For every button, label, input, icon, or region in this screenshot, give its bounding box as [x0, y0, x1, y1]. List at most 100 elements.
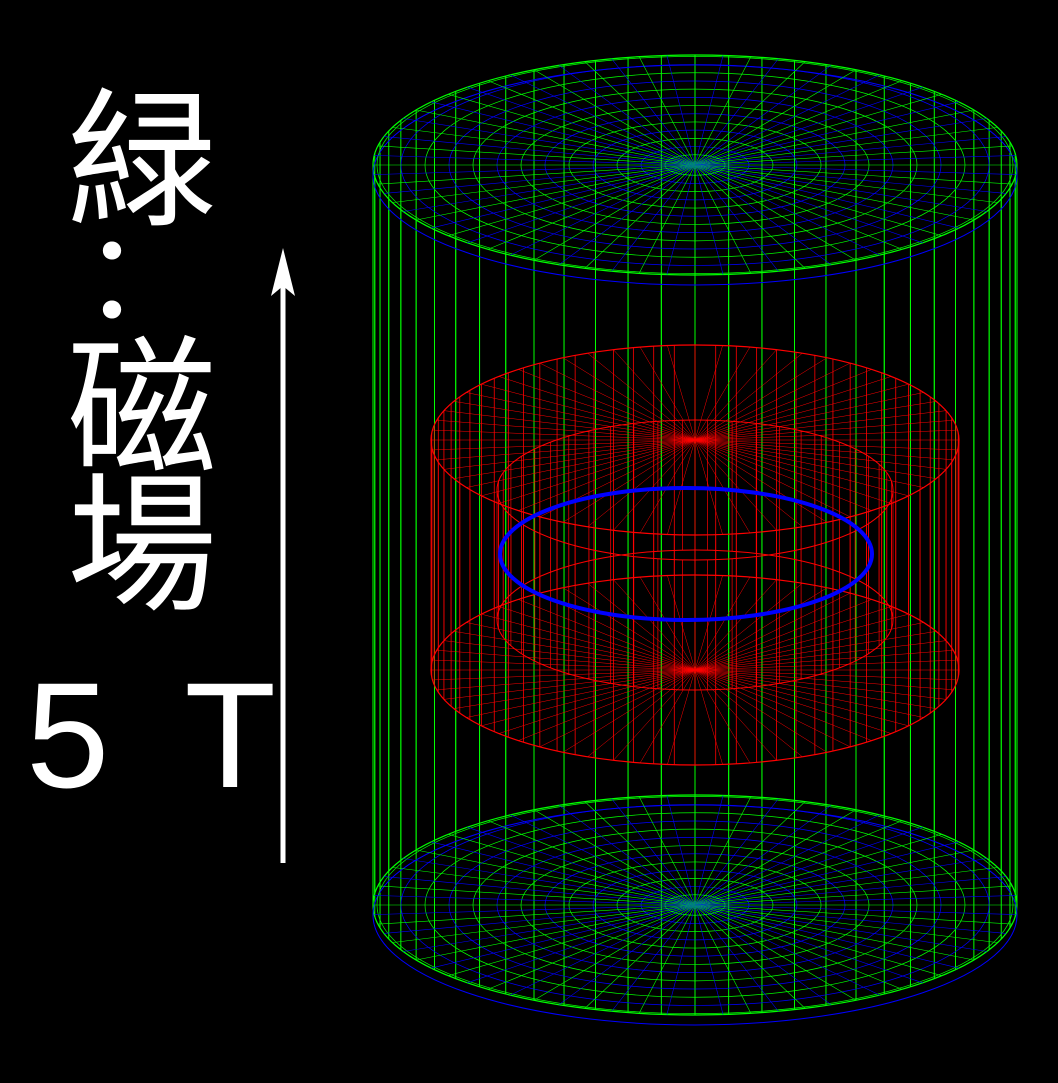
endcap-spoke — [383, 136, 696, 166]
endcap-spoke — [487, 904, 696, 990]
endcap-spoke — [510, 814, 696, 906]
endcap-spoke — [558, 164, 696, 265]
endcap-spoke — [448, 904, 696, 976]
endcap-spoke — [694, 904, 724, 1015]
endcap-spoke — [487, 820, 696, 906]
top-endcap — [372, 54, 1018, 286]
endcap-spoke — [694, 904, 974, 961]
endcap-spoke — [467, 904, 696, 984]
inner-top-spoke — [694, 346, 751, 441]
inner-top-spoke — [694, 376, 892, 441]
inner-bottom-spoke — [481, 613, 696, 671]
endcap-spoke — [694, 164, 942, 236]
inner-bottom-spoke — [694, 613, 909, 671]
inner-bottom-spoke — [613, 579, 696, 671]
inner-bottom-spoke — [436, 669, 696, 691]
endcap-spoke — [694, 841, 959, 906]
inner-bottom-spoke — [694, 669, 872, 741]
inner-bottom-spoke — [694, 640, 947, 671]
endcap-spoke — [638, 164, 696, 274]
endcap-spoke — [448, 164, 696, 236]
endcap-spoke — [694, 136, 1007, 166]
inner-bottom-spoke — [694, 576, 751, 671]
endcap-spoke — [392, 127, 696, 166]
endcap-spoke — [694, 164, 752, 274]
inner-top-spoke — [694, 401, 937, 441]
endcap-spoke — [694, 885, 1013, 906]
inner-top-spoke — [694, 383, 909, 441]
endcap-spoke — [467, 86, 696, 166]
endcap-spoke — [694, 94, 942, 166]
inner-bottom-spoke — [562, 587, 696, 671]
inner-top-spoke — [694, 349, 777, 441]
endcap-spoke — [510, 164, 696, 256]
endcap-spoke — [533, 164, 696, 261]
endcap-spoke — [383, 164, 696, 194]
inner-top-spoke — [466, 439, 696, 488]
endcap-spoke — [694, 164, 1016, 175]
inner-bottom-spoke — [694, 659, 958, 671]
endcap-spoke — [584, 801, 696, 906]
label-char-green: 緑 — [66, 76, 217, 250]
endcap-spoke — [694, 65, 832, 166]
inner-bottom-spoke — [694, 579, 777, 671]
inner-top-spoke — [694, 439, 828, 523]
endcap-spoke — [510, 904, 696, 996]
endcap-spoke — [694, 164, 779, 272]
inner-top-spoke — [694, 429, 958, 441]
endcap-spoke — [666, 55, 696, 166]
inner-bottom-spoke — [498, 606, 696, 671]
inner-bottom-spoke — [694, 669, 777, 761]
endcap-spoke — [467, 826, 696, 906]
inner-top-spoke — [694, 362, 851, 441]
inner-top-spoke — [667, 345, 696, 441]
inner-bottom-spoke — [613, 669, 696, 761]
inner-top-spoke — [453, 401, 696, 441]
inner-top-spoke — [481, 383, 696, 441]
endcap-spoke — [694, 904, 959, 969]
inner-top-spoke — [432, 439, 696, 451]
endcap-spoke — [416, 849, 696, 906]
inner-bottom-spoke — [498, 669, 696, 734]
endcap-spoke — [694, 814, 880, 906]
inner-top-spoke — [694, 439, 954, 461]
endcap-spoke — [377, 145, 696, 166]
endcap-spoke — [403, 858, 696, 906]
inner-top-spoke — [694, 439, 924, 488]
blue-ring — [498, 486, 874, 622]
endcap-spoke — [638, 796, 696, 906]
endcap-spoke — [694, 904, 903, 990]
inner-bottom-spoke — [694, 669, 828, 753]
endcap-spoke — [584, 61, 696, 166]
field-strength-value: 5 T — [26, 651, 295, 819]
endcap-spoke — [694, 904, 832, 1005]
inner-top-spoke — [539, 362, 696, 441]
inner-top-spoke — [694, 410, 947, 441]
inner-top-spoke — [436, 419, 696, 441]
endcap-spoke — [694, 904, 1016, 915]
endcap-spoke — [694, 820, 903, 906]
endcap-spoke — [431, 904, 696, 969]
inner-bottom-spoke — [694, 649, 954, 671]
endcap-spoke — [392, 904, 696, 943]
endcap-spoke — [694, 145, 1013, 166]
inner-top-spoke — [694, 439, 872, 511]
inner-top-spoke — [613, 439, 696, 531]
endcap-spoke — [666, 164, 696, 275]
inner-bottom-spoke — [436, 649, 696, 671]
endcap-spoke — [383, 876, 696, 906]
inner-top-spoke — [694, 357, 828, 441]
endcap-spoke — [694, 904, 1013, 925]
inner-bottom-spoke — [667, 669, 696, 765]
inner-bottom-spoke — [667, 575, 696, 671]
inner-top-spoke — [498, 376, 696, 441]
inner-top-spoke — [694, 439, 937, 479]
inner-bottom-spoke — [694, 669, 947, 700]
inner-bottom-spoke — [694, 669, 851, 748]
inner-top-spoke — [498, 439, 696, 504]
inner-bottom-spoke — [443, 669, 696, 700]
endcap-spoke — [694, 164, 806, 269]
endcap-spoke — [666, 795, 696, 906]
endcap-spoke — [611, 904, 696, 1012]
inner-top-spoke — [613, 349, 696, 441]
